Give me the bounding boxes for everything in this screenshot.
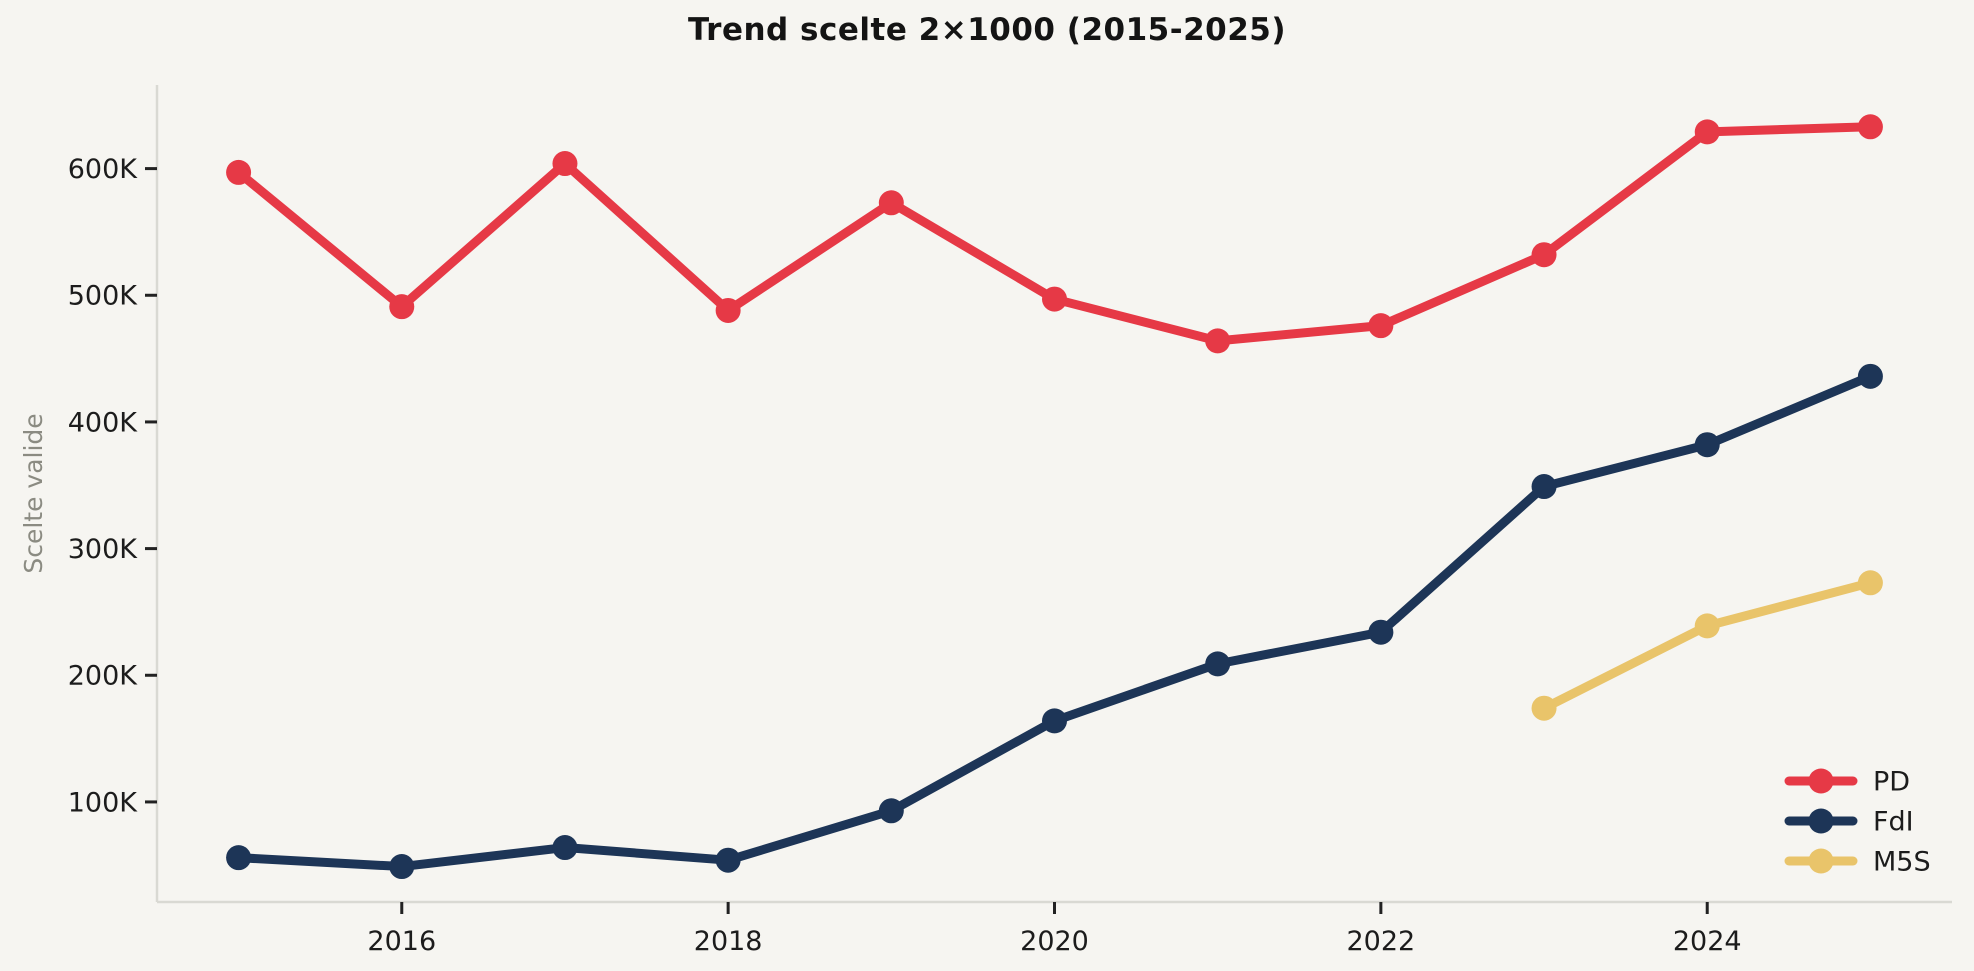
pd-marker [226, 159, 252, 185]
fdi-marker [1694, 432, 1720, 458]
y-tick-label: 600K [68, 154, 139, 185]
pd-marker [715, 297, 741, 323]
fdi-line [234, 371, 1875, 872]
fdi-marker [878, 798, 904, 824]
m5s-line [1539, 578, 1875, 713]
legend-label-pd: PD [1873, 766, 1910, 797]
fdi-marker [552, 835, 578, 861]
fdi-marker [1368, 619, 1394, 645]
pd-marker [1205, 328, 1231, 354]
y-tick-label: 200K [68, 661, 139, 692]
y-tick-label: 300K [68, 534, 139, 565]
fdi-marker [1531, 474, 1557, 500]
legend-marker-fdi [1808, 808, 1834, 834]
x-tick-label: 2024 [1673, 926, 1742, 957]
chart-title: Trend scelte 2×1000 (2015-2025) [687, 12, 1287, 48]
legend-marker-m5s [1808, 848, 1834, 874]
x-tick-label: 2020 [1020, 926, 1089, 957]
y-tick-label: 100K [68, 787, 139, 818]
fdi-marker [715, 847, 741, 873]
fdi-marker [1205, 651, 1231, 677]
pd-marker [1042, 286, 1067, 312]
fdi-marker [1857, 363, 1883, 389]
pd-marker [1531, 242, 1557, 268]
x-tick-label: 2016 [367, 926, 436, 957]
pd-marker [1694, 119, 1720, 145]
m5s-marker [1531, 695, 1557, 721]
x-tick-label: 2022 [1347, 926, 1416, 957]
m5s-marker [1694, 613, 1720, 639]
fdi-marker [1042, 708, 1067, 734]
pd-marker [1857, 114, 1883, 140]
x-tick-label: 2018 [694, 926, 763, 957]
y-axis-label: Scelte valide [19, 413, 48, 573]
pd-marker [552, 151, 578, 177]
legend-marker-pd [1808, 768, 1834, 794]
legend-label-fdi: FdI [1873, 806, 1914, 837]
pd-marker [1368, 313, 1394, 339]
fdi-marker [389, 854, 415, 880]
pd-marker [389, 294, 415, 320]
m5s-marker [1857, 570, 1883, 596]
y-tick-label: 400K [68, 407, 139, 438]
pd-marker [878, 190, 904, 216]
y-tick-label: 500K [68, 281, 139, 312]
fdi-marker [226, 845, 252, 871]
legend-label-m5s: M5S [1873, 846, 1931, 877]
